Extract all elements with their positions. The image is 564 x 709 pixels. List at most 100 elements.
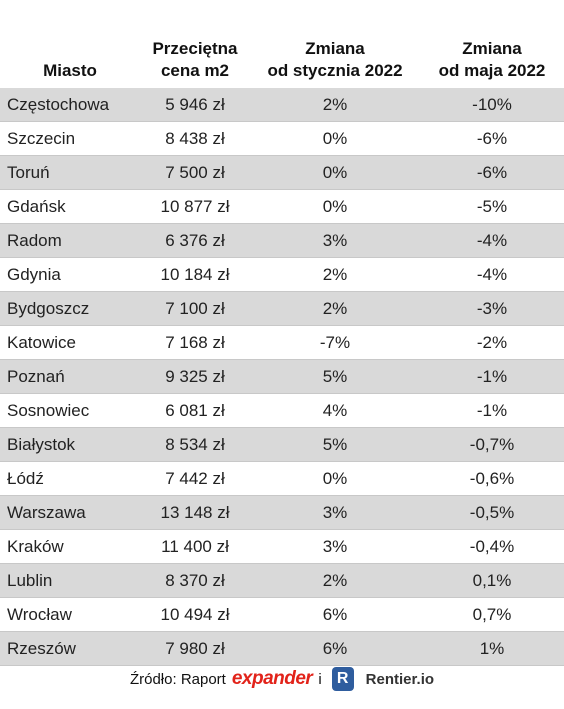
- table-row: Kraków 11 400 zł 3% -0,4%: [0, 529, 564, 564]
- cell: 8 534 zł: [140, 427, 250, 462]
- cell: 6%: [250, 597, 420, 632]
- cell: Toruń: [0, 155, 140, 190]
- cell: Katowice: [0, 325, 140, 360]
- table-row: Toruń 7 500 zł 0% -6%: [0, 155, 564, 190]
- cell: Gdańsk: [0, 189, 140, 224]
- cell: 5 946 zł: [140, 88, 250, 122]
- cell: Lublin: [0, 563, 140, 598]
- cell: 1%: [420, 631, 564, 666]
- cell: Częstochowa: [0, 88, 140, 122]
- table-row: Lublin 8 370 zł 2% 0,1%: [0, 563, 564, 598]
- table-row: Warszawa 13 148 zł 3% -0,5%: [0, 495, 564, 530]
- cell: 13 148 zł: [140, 495, 250, 530]
- cell: 3%: [250, 223, 420, 258]
- expander-logo: expander: [231, 668, 313, 689]
- header-line: Zmiana: [462, 39, 522, 58]
- footer: Źródło: Raport expander i R Rentier.io: [0, 664, 564, 694]
- cell: -0,5%: [420, 495, 564, 530]
- cell: -10%: [420, 88, 564, 122]
- cell: 6%: [250, 631, 420, 666]
- table-row: Poznań 9 325 zł 5% -1%: [0, 359, 564, 394]
- cell: -5%: [420, 189, 564, 224]
- cell: 7 500 zł: [140, 155, 250, 190]
- table-row: Gdańsk 10 877 zł 0% -5%: [0, 189, 564, 224]
- cell: 0%: [250, 121, 420, 156]
- cell: 0,7%: [420, 597, 564, 632]
- table-row: Łódź 7 442 zł 0% -0,6%: [0, 461, 564, 496]
- table-row: Sosnowiec 6 081 zł 4% -1%: [0, 393, 564, 428]
- cell: 0%: [250, 189, 420, 224]
- cell: 7 168 zł: [140, 325, 250, 360]
- table-row: Bydgoszcz 7 100 zł 2% -3%: [0, 291, 564, 326]
- cell: 8 438 zł: [140, 121, 250, 156]
- cell: Białystok: [0, 427, 140, 462]
- table-row: Wrocław 10 494 zł 6% 0,7%: [0, 597, 564, 632]
- cell: 0,1%: [420, 563, 564, 598]
- cell: Warszawa: [0, 495, 140, 530]
- cell: -4%: [420, 257, 564, 292]
- cell: Bydgoszcz: [0, 291, 140, 326]
- cell: 10 184 zł: [140, 257, 250, 292]
- rentier-logo: Rentier.io: [365, 670, 435, 688]
- cell: 5%: [250, 427, 420, 462]
- cell: -7%: [250, 325, 420, 360]
- cell: -4%: [420, 223, 564, 258]
- table-row: Radom 6 376 zł 3% -4%: [0, 223, 564, 258]
- cell: 7 980 zł: [140, 631, 250, 666]
- column-header: Miasto: [0, 0, 140, 88]
- cell: -1%: [420, 393, 564, 428]
- table-row: Rzeszów 7 980 zł 6% 1%: [0, 631, 564, 666]
- cell: -3%: [420, 291, 564, 326]
- cell: 7 100 zł: [140, 291, 250, 326]
- column-header: Zmiana od stycznia 2022: [250, 0, 420, 88]
- cell: 5%: [250, 359, 420, 394]
- cell: 2%: [250, 88, 420, 122]
- cell: -2%: [420, 325, 564, 360]
- cell: Łódź: [0, 461, 140, 496]
- cell: Kraków: [0, 529, 140, 564]
- header-line: Miasto: [43, 61, 97, 80]
- table-row: Katowice 7 168 zł -7% -2%: [0, 325, 564, 360]
- cell: 3%: [250, 529, 420, 564]
- column-header: Zmiana od maja 2022: [420, 0, 564, 88]
- cell: 7 442 zł: [140, 461, 250, 496]
- table-row: Białystok 8 534 zł 5% -0,7%: [0, 427, 564, 462]
- cell: Radom: [0, 223, 140, 258]
- cell: 4%: [250, 393, 420, 428]
- cell: Gdynia: [0, 257, 140, 292]
- cell: 2%: [250, 257, 420, 292]
- header-row: Miasto Przeciętna cena m2 Zmiana od stycznia…: [0, 0, 564, 88]
- cell: Poznań: [0, 359, 140, 394]
- cell: Sosnowiec: [0, 393, 140, 428]
- cell: 3%: [250, 495, 420, 530]
- cell: -6%: [420, 121, 564, 156]
- table-row: Częstochowa 5 946 zł 2% -10%: [0, 88, 564, 122]
- cell: -0,7%: [420, 427, 564, 462]
- cell: 10 877 zł: [140, 189, 250, 224]
- cell: Wrocław: [0, 597, 140, 632]
- cell: -0,6%: [420, 461, 564, 496]
- cell: 9 325 zł: [140, 359, 250, 394]
- cell: 11 400 zł: [140, 529, 250, 564]
- rentier-icon: R: [331, 667, 354, 691]
- cell: 6 376 zł: [140, 223, 250, 258]
- header-line: od stycznia 2022: [267, 61, 403, 80]
- cell: 0%: [250, 155, 420, 190]
- cell: 2%: [250, 563, 420, 598]
- price-table: Miasto Przeciętna cena m2 Zmiana od stycznia…: [0, 0, 564, 666]
- header-line: od maja 2022: [438, 61, 546, 80]
- cell: 6 081 zł: [140, 393, 250, 428]
- cell: -0,4%: [420, 529, 564, 564]
- table-row: Gdynia 10 184 zł 2% -4%: [0, 257, 564, 292]
- cell: 2%: [250, 291, 420, 326]
- cell: -6%: [420, 155, 564, 190]
- header-line: Zmiana: [305, 39, 365, 58]
- source-label: Źródło: Raport: [129, 670, 226, 688]
- header-line: Przeciętna: [152, 39, 238, 58]
- column-header: Przeciętna cena m2: [140, 0, 250, 88]
- cell: -1%: [420, 359, 564, 394]
- joiner: i: [318, 670, 322, 688]
- cell: Szczecin: [0, 121, 140, 156]
- cell: 10 494 zł: [140, 597, 250, 632]
